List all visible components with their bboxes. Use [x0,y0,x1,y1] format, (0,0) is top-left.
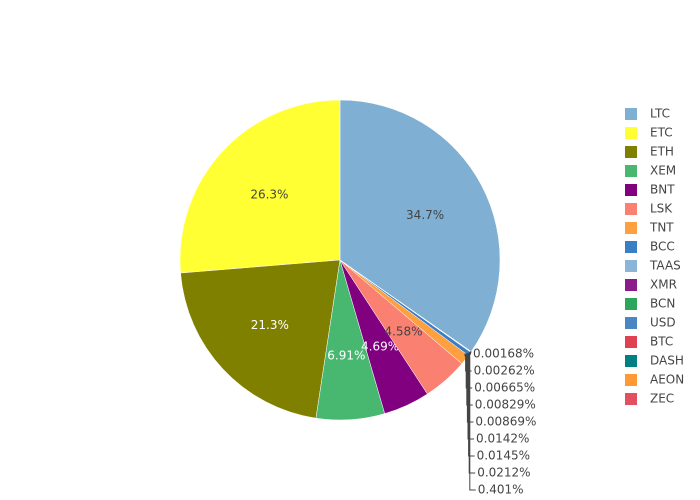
legend-label[interactable]: XEM [650,164,676,178]
legend-swatch[interactable] [625,222,637,234]
legend-swatch[interactable] [625,317,637,329]
slice-label: 0.00829% [475,398,536,412]
pie-slice [180,259,341,419]
slice-label: 0.0142% [476,432,529,446]
legend-label[interactable]: LSK [650,202,673,216]
legend-label[interactable]: TNT [649,221,674,235]
slice-label: 0.401% [478,483,524,497]
slice-label: 0.0145% [477,449,530,463]
legend-swatch[interactable] [625,355,637,367]
slice-label: 4.69% [361,340,399,354]
pie-slice [179,99,341,274]
legend-swatch[interactable] [625,184,637,196]
legend-swatch[interactable] [625,374,637,386]
legend-label[interactable]: AEON [650,373,684,387]
slice-label: 0.00869% [475,415,536,429]
legend-swatch[interactable] [625,336,637,348]
legend-label[interactable]: ETH [650,145,674,159]
legend-label[interactable]: USD [650,316,676,330]
slice-label: 4.58% [384,325,422,339]
legend-label[interactable]: BCN [650,297,675,311]
legend-swatch[interactable] [625,260,637,272]
slice-label: 26.3% [250,187,288,201]
pie-slice [339,99,501,352]
legend-swatch[interactable] [625,108,637,120]
slice-label: 6.91% [327,348,365,362]
legend-swatch[interactable] [625,165,637,177]
legend-swatch[interactable] [625,127,637,139]
legend-label[interactable]: DASH [650,354,684,368]
legend-label[interactable]: BNT [650,183,675,197]
legend-swatch[interactable] [625,393,637,405]
legend-label[interactable]: XMR [650,278,677,292]
legend-swatch[interactable] [625,241,637,253]
slice-label: 0.00665% [474,381,535,395]
slice-label: 34.7% [406,208,444,222]
legend-swatch[interactable] [625,203,637,215]
slice-label: 0.00262% [474,364,535,378]
legend-label[interactable]: TAAS [649,259,681,273]
legend-swatch[interactable] [625,279,637,291]
slice-label: 21.3% [251,318,289,332]
legend-label[interactable]: LTC [650,107,670,121]
legend-label[interactable]: ETC [650,126,673,140]
slice-label: 0.00168% [473,347,534,361]
legend-swatch[interactable] [625,298,637,310]
legend-label[interactable]: BCC [650,240,675,254]
slice-label: 0.0212% [477,466,530,480]
leader-line [469,353,476,491]
legend-label[interactable]: ZEC [650,392,674,406]
legend-swatch[interactable] [625,146,637,158]
legend-label[interactable]: BTC [650,335,673,349]
